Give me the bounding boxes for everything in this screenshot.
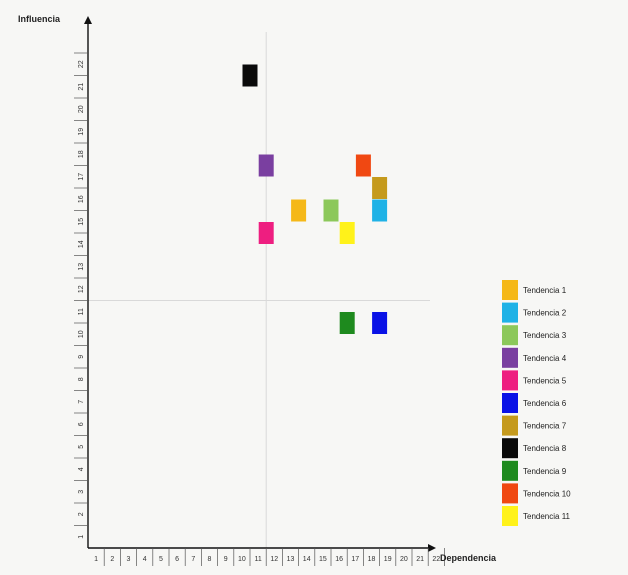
legend-entry-label: Tendencia 2 [523, 309, 567, 318]
legend: Tendencia 1 Tendencia 2 Tendencia 3 Tendenc… [502, 280, 571, 526]
x-tick-label: 2 [110, 556, 114, 563]
x-tick-label: 6 [175, 556, 179, 563]
y-tick-label: 3 [78, 490, 85, 494]
y-tick-label: 10 [78, 330, 85, 338]
x-tick-label: 20 [400, 556, 408, 563]
y-tick-label: 9 [78, 355, 85, 359]
x-tick-label: 3 [127, 556, 131, 563]
x-tick-label: 18 [368, 556, 376, 563]
y-tick-label: 17 [78, 173, 85, 181]
legend-swatch [502, 483, 518, 504]
legend-swatch [502, 460, 518, 481]
y-tick-label: 15 [78, 218, 85, 226]
x-tick-label: 21 [416, 556, 424, 563]
legend-swatch [502, 280, 518, 300]
data-point [242, 64, 258, 87]
legend-entry-label: Tendencia 1 [523, 286, 567, 295]
data-point [339, 222, 355, 244]
legend-entry-label: Tendencia 3 [523, 331, 567, 340]
y-tick-label: 7 [78, 400, 85, 404]
legend-entry-label: Tendencia 6 [523, 399, 567, 408]
legend-swatch [502, 438, 518, 459]
legend-swatch [502, 347, 518, 368]
axes [84, 16, 436, 552]
x-tick-label: 17 [351, 556, 359, 563]
legend-entry-label: Tendencia 9 [523, 467, 567, 476]
legend-swatch [502, 506, 518, 526]
x-tick-label: 7 [191, 556, 195, 563]
x-tick-label: 5 [159, 556, 163, 563]
x-tick-label: 11 [254, 556, 261, 563]
y-tick-label: 19 [78, 128, 85, 136]
data-point [258, 154, 274, 177]
x-tick-label: 1 [94, 556, 98, 563]
y-tick-label: 5 [78, 445, 85, 449]
x-tick-label: 15 [319, 556, 327, 563]
y-tick-label: 4 [78, 467, 85, 471]
x-tick-label: 8 [208, 556, 212, 563]
y-tick-label: 2 [78, 512, 85, 516]
data-point [323, 199, 339, 222]
legend-swatch [502, 370, 518, 391]
x-tick-label: 9 [224, 556, 228, 563]
x-tick-label: 19 [384, 556, 392, 563]
legend-swatch [502, 415, 518, 436]
data-point [258, 222, 274, 244]
y-tick-label: 20 [78, 105, 85, 113]
legend-entry-label: Tendencia 7 [523, 422, 567, 431]
y-tick-label: 6 [78, 422, 85, 426]
y-tick-label: 1 [78, 535, 85, 539]
data-point [372, 199, 388, 222]
x-tick-label: 12 [270, 556, 278, 563]
legend-swatch [502, 302, 518, 323]
data-point [372, 177, 388, 199]
legend-swatch [502, 393, 518, 413]
y-tick-label: 22 [78, 60, 85, 68]
data-point [372, 312, 388, 334]
legend-entry-label: Tendencia 10 [523, 489, 571, 498]
legend-swatch [502, 325, 518, 346]
x-tick-label: 22 [432, 556, 440, 563]
legend-entry-label: Tendencia 4 [523, 354, 567, 363]
y-tick-label: 21 [78, 83, 85, 91]
x-tick-label: 16 [335, 556, 343, 563]
y-axis-label: Influencia [18, 14, 61, 24]
x-tick-label: 14 [303, 556, 311, 563]
x-tick-label: 10 [238, 556, 246, 563]
x-axis-label: Dependencia [440, 553, 497, 563]
reference-lines [88, 32, 430, 548]
legend-entry-label: Tendencia 8 [523, 444, 567, 453]
legend-entry-label: Tendencia 11 [523, 512, 571, 521]
data-point [355, 154, 371, 177]
y-tick-label: 14 [78, 240, 85, 248]
data-point [339, 312, 355, 334]
x-tick-labels: 1 2 3 4 5 6 7 8 9 10 11 12 13 14 15 16 17 18 19 20 21 22 [94, 548, 445, 566]
x-tick-label: 4 [143, 556, 147, 563]
y-tick-label: 18 [78, 150, 85, 158]
y-tick-label: 12 [78, 285, 85, 293]
y-tick-label: 8 [78, 377, 85, 381]
y-tick-label: 13 [78, 263, 85, 271]
x-tick-label: 13 [287, 556, 295, 563]
data-points [242, 64, 388, 334]
legend-entry-label: Tendencia 5 [523, 376, 567, 385]
y-tick-label: 16 [78, 195, 85, 203]
y-tick-label: 11 [78, 308, 85, 315]
x-axis-arrow [428, 544, 436, 552]
y-axis-arrow [84, 16, 92, 24]
data-point [291, 199, 307, 222]
